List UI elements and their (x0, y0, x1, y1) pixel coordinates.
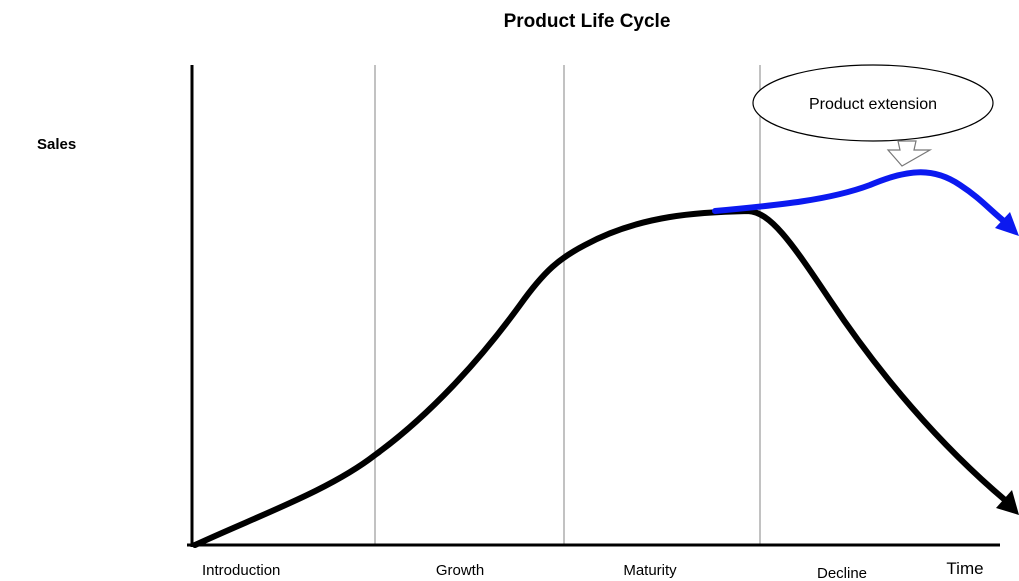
callout-pointer (886, 140, 933, 167)
life-cycle-curve (192, 207, 1008, 548)
stage-label: Maturity (623, 562, 677, 579)
y-axis-label: Sales (37, 136, 76, 153)
curve-arrowhead (996, 490, 1019, 515)
stage-label: Introduction (202, 562, 280, 579)
extension-curve (712, 169, 1008, 225)
extension-arrowhead (995, 212, 1019, 236)
stage-label: Growth (436, 562, 484, 579)
callout-bubble (752, 64, 994, 142)
title: Product Life Cycle (504, 11, 671, 32)
callout-text: Product extension (809, 96, 937, 113)
stage-label: Decline (817, 565, 867, 581)
x-axis-label: Time (946, 559, 983, 578)
